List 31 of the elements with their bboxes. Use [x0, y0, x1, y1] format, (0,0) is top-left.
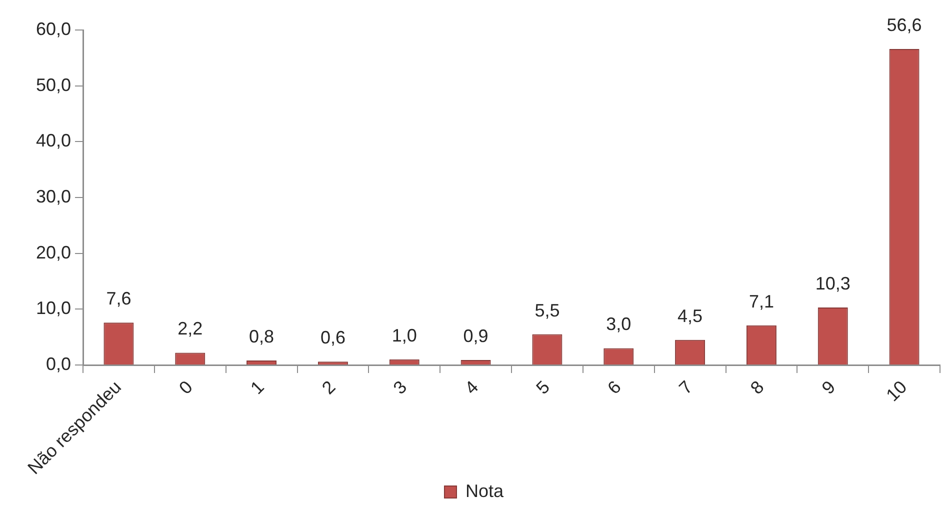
y-tick-label: 10,0	[36, 298, 71, 318]
x-tick-label: 9	[818, 376, 840, 398]
y-tick-label: 50,0	[36, 74, 71, 95]
y-tick-label: 60,0	[36, 18, 71, 39]
x-tick-label: 0	[175, 376, 196, 398]
data-label: 7,6	[106, 288, 132, 309]
y-tick-label: 30,0	[36, 186, 71, 206]
data-label: 10,3	[815, 273, 850, 294]
y-tick-label: 20,0	[36, 242, 71, 262]
data-label: 0,6	[320, 328, 346, 348]
x-tick-label: 1	[246, 376, 268, 398]
data-label: 56,6	[886, 14, 922, 35]
data-label: 0,8	[249, 326, 274, 346]
data-label: 5,5	[534, 300, 560, 320]
x-tick-label: 3	[389, 376, 411, 398]
data-label: 2,2	[178, 318, 203, 339]
data-label: 4,5	[678, 306, 703, 326]
x-tick-label: 7	[675, 376, 696, 398]
data-label: 3,0	[606, 314, 632, 334]
legend-label: Nota	[465, 480, 504, 501]
data-label: 0,9	[463, 326, 488, 346]
y-tick-label: 0,0	[46, 354, 71, 374]
x-tick-label: 2	[318, 376, 340, 398]
data-label: 7,1	[748, 291, 774, 312]
x-tick-label: 5	[532, 376, 554, 398]
x-tick-label: 6	[604, 376, 625, 398]
y-tick-label: 40,0	[36, 130, 71, 151]
data-label: 1,0	[392, 325, 417, 346]
x-tick-label: 10	[882, 376, 911, 406]
x-tick-label: 4	[460, 376, 482, 398]
x-tick-label: 8	[746, 376, 768, 398]
